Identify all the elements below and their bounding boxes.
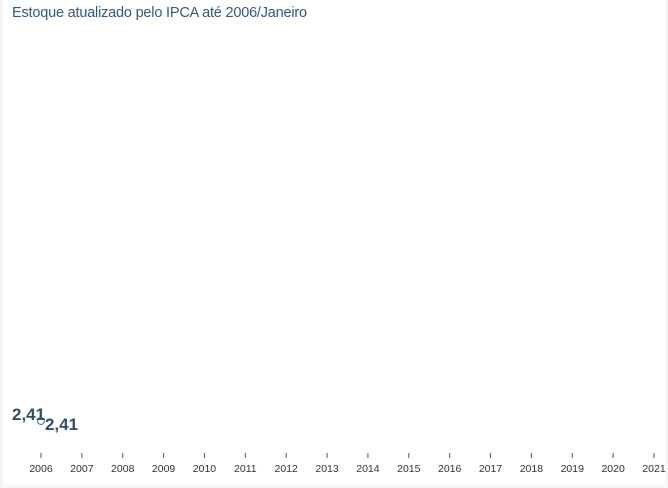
x-tick-label: 2013 <box>315 463 339 475</box>
x-tick-label: 2019 <box>561 463 585 475</box>
x-tick-label: 2007 <box>70 463 94 475</box>
data-point[interactable] <box>36 416 46 426</box>
data-label: 2,41 <box>45 415 78 434</box>
x-tick-label: 2010 <box>193 463 217 475</box>
x-tick-label: 2015 <box>397 463 421 475</box>
x-tick-label: 2014 <box>356 463 380 475</box>
x-tick-label: 2006 <box>29 463 53 475</box>
x-tick-label: 2008 <box>111 463 135 475</box>
x-tick-label: 2021 <box>642 463 666 475</box>
chart-panel <box>3 0 665 485</box>
x-tick-label: 2016 <box>438 463 462 475</box>
x-tick-label: 2020 <box>601 463 625 475</box>
x-tick-label: 2012 <box>275 463 299 475</box>
series-layer: 2,412,41 <box>12 405 78 434</box>
x-tick-label: 2018 <box>520 463 544 475</box>
data-label: 2,41 <box>12 405 45 424</box>
x-tick-label: 2009 <box>152 463 176 475</box>
x-axis: 2006 2007 2008 2009 2010 2011 2012 2013 2014 2015… <box>29 453 666 475</box>
chart-title: Estoque atualizado pelo IPCA até 2006/Ja… <box>12 5 307 21</box>
x-tick-label: 2011 <box>234 463 257 475</box>
x-tick-label: 2017 <box>479 463 503 475</box>
